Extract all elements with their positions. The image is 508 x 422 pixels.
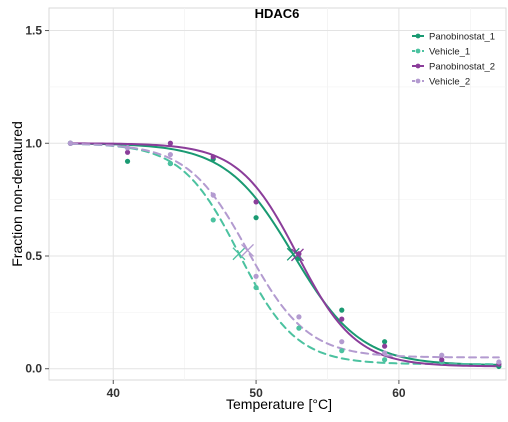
legend-label: Panobinostat_2 xyxy=(429,62,495,73)
y-tick-label: 1.5 xyxy=(25,24,42,38)
data-point-vehicle-2 xyxy=(339,339,345,345)
melting-point-cross-panobinostat-2 xyxy=(291,248,304,262)
data-point-vehicle-1 xyxy=(296,325,302,331)
melting-point-markers xyxy=(232,243,304,262)
legend-key-point xyxy=(415,48,421,54)
data-point-vehicle-1 xyxy=(167,160,173,167)
data-point-vehicle-2 xyxy=(67,140,74,146)
data-point-vehicle-1 xyxy=(210,217,216,223)
data-point-vehicle-2 xyxy=(296,314,302,320)
fit-curve-panobinostat-2 xyxy=(69,142,500,368)
melting-point-cross-vehicle-2 xyxy=(241,243,254,257)
data-points xyxy=(67,140,502,370)
fit-curve-vehicle-2 xyxy=(69,142,500,359)
y-tick-label: 1.0 xyxy=(25,136,42,150)
melting-point-cross-panobinostat-1 xyxy=(286,247,300,261)
data-point-panobinostat-2 xyxy=(167,140,173,146)
data-point-vehicle-1 xyxy=(339,348,345,354)
data-point-panobinostat-2 xyxy=(382,343,388,349)
data-point-panobinostat-2 xyxy=(339,316,345,322)
data-point-vehicle-1 xyxy=(382,357,388,363)
data-point-vehicle-2 xyxy=(167,151,173,158)
data-point-panobinostat-2 xyxy=(439,357,445,363)
legend: Panobinostat_1 Vehicle_1 Panobinostat_2 Veh… xyxy=(412,32,495,88)
data-point-vehicle-2 xyxy=(439,352,445,358)
legend-key-point xyxy=(415,78,421,84)
data-point-panobinostat-2 xyxy=(210,154,216,160)
data-point-vehicle-2 xyxy=(382,350,388,356)
legend-label: Vehicle_2 xyxy=(429,77,470,88)
data-point-panobinostat-1 xyxy=(124,158,131,164)
grid xyxy=(49,8,506,380)
x-tick-label: 40 xyxy=(107,386,121,400)
y-tick-label: 0.5 xyxy=(25,249,42,263)
data-point-panobinostat-1 xyxy=(382,339,388,345)
data-point-vehicle-2 xyxy=(124,145,131,151)
legend-label: Vehicle_1 xyxy=(429,47,470,58)
x-axis-label: Temperature [°C] xyxy=(226,396,332,412)
data-point-vehicle-2 xyxy=(496,359,502,365)
y-axis-label: Fraction non-denatured xyxy=(9,121,25,267)
data-point-vehicle-1 xyxy=(253,284,259,291)
data-point-panobinostat-1 xyxy=(253,215,259,221)
melting-point-cross-vehicle-1 xyxy=(232,247,246,261)
data-point-panobinostat-2 xyxy=(124,149,131,155)
fit-curve-panobinostat-1 xyxy=(69,142,500,366)
legend-key-point xyxy=(415,63,421,69)
legend-label: Panobinostat_1 xyxy=(429,32,495,43)
chart-title: HDAC6 xyxy=(255,6,300,21)
data-point-panobinostat-2 xyxy=(253,199,259,205)
data-point-vehicle-2 xyxy=(210,192,216,198)
data-point-panobinostat-1 xyxy=(339,307,345,313)
data-point-vehicle-2 xyxy=(253,273,259,279)
legend-key-point xyxy=(415,33,421,39)
x-tick-label: 60 xyxy=(392,386,406,400)
axes: 40 50 60 0.0 0.5 1.0 1.5 xyxy=(25,24,406,400)
y-tick-label: 0.0 xyxy=(25,362,42,376)
x-tick-label: 50 xyxy=(249,386,263,400)
fit-curves xyxy=(69,142,500,368)
